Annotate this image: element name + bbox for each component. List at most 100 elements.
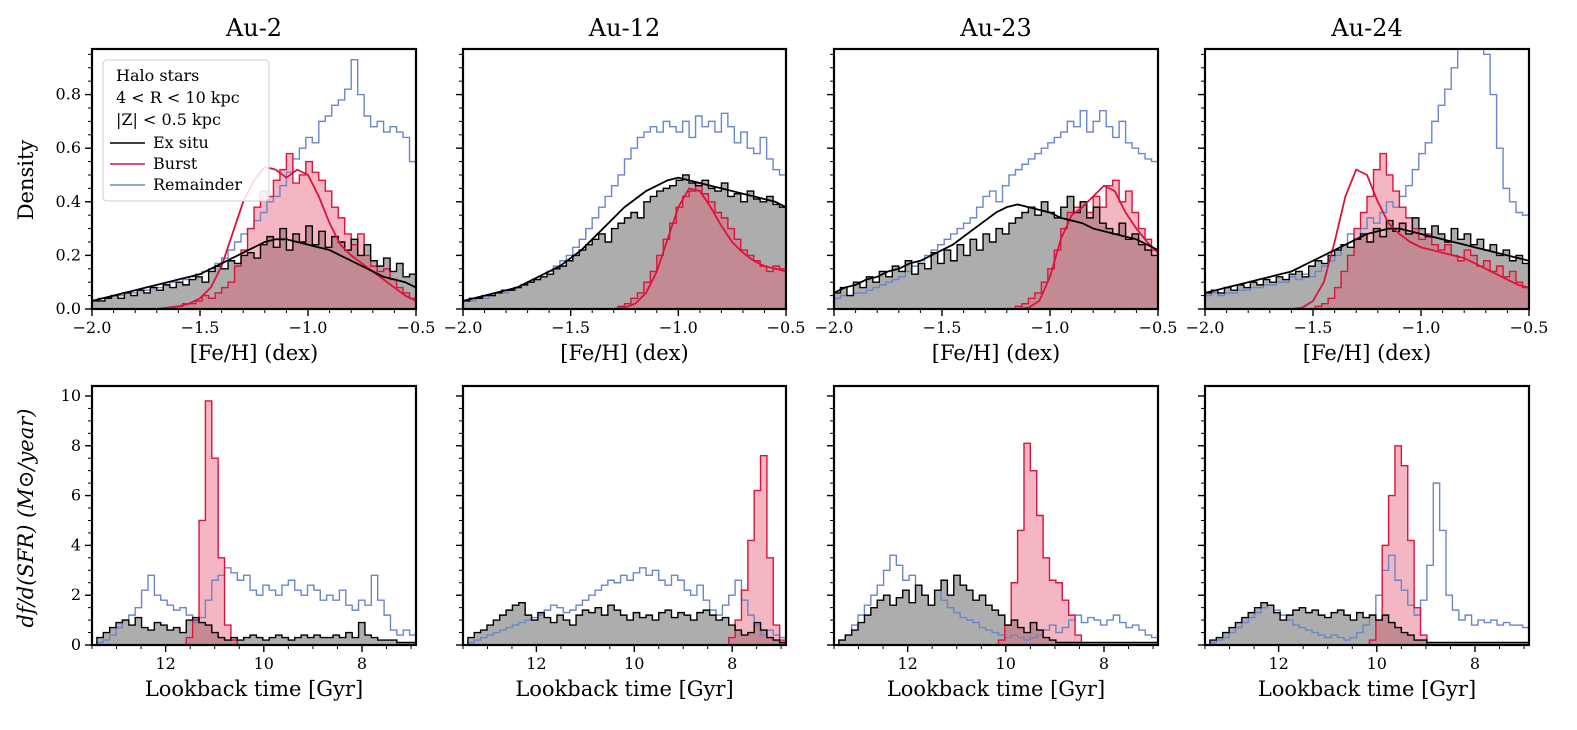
exsitu-bar xyxy=(592,239,600,309)
exsitu-bar xyxy=(351,239,359,245)
burst-bar xyxy=(1407,540,1415,636)
exsitu-bar xyxy=(1216,637,1224,645)
exsitu-bar xyxy=(163,284,171,309)
exsitu-bar xyxy=(740,201,748,251)
x-tick-label: −1.5 xyxy=(1294,318,1333,337)
panel-frame xyxy=(1203,384,1531,647)
exsitu-bar xyxy=(1324,617,1332,645)
overlap-bar xyxy=(663,239,671,309)
exsitu-bar xyxy=(262,640,270,645)
y-tick-label: 10 xyxy=(61,386,81,405)
exsitu-bar xyxy=(1254,607,1262,645)
exsitu-bar xyxy=(339,637,347,645)
exsitu-bar xyxy=(960,585,967,645)
exsitu-bar xyxy=(727,196,735,229)
panel-title: Au-2 xyxy=(225,14,282,42)
exsitu-bar xyxy=(556,615,564,645)
exsitu-bar xyxy=(1484,642,1492,645)
burst-bar xyxy=(1049,580,1057,641)
overlap-bar xyxy=(344,250,352,309)
burst-bar xyxy=(254,207,261,259)
exsitu-bar xyxy=(109,627,117,645)
exsitu-bar xyxy=(885,276,893,309)
exsitu-bar xyxy=(1509,642,1517,645)
exsitu-step-line xyxy=(1209,601,1529,645)
x-tick-label: −0.5 xyxy=(397,318,436,337)
exsitu-bar xyxy=(1439,642,1447,645)
legend-burst-label: Burst xyxy=(153,154,198,173)
exsitu-bar xyxy=(931,252,939,309)
overlap-bar xyxy=(279,228,287,309)
exsitu-bar xyxy=(677,612,685,645)
exsitu-bar xyxy=(760,201,768,267)
exsitu-bar xyxy=(950,260,958,309)
x-tick-label: −1.0 xyxy=(1031,318,1070,337)
exsitu-bar xyxy=(1217,292,1225,309)
panel-frame xyxy=(90,47,418,311)
panel-title: Au-24 xyxy=(1330,14,1402,42)
burst-bar xyxy=(1030,470,1038,623)
exsitu-bar xyxy=(537,612,545,645)
exsitu-bar xyxy=(1100,642,1108,645)
exsitu-bar xyxy=(307,637,315,645)
exsitu-bar xyxy=(1235,622,1243,645)
exsitu-bar xyxy=(527,282,535,309)
exsitu-bar xyxy=(1299,607,1307,645)
exsitu-step-line xyxy=(1205,217,1529,309)
exsitu-bar xyxy=(915,585,923,645)
exsitu-bar xyxy=(122,620,130,645)
panel-8: 12 10 8 Lookback time [Gyr] xyxy=(1198,384,1531,701)
exsitu-bar xyxy=(269,637,276,645)
overlap-bar xyxy=(1418,239,1426,309)
exsitu-bar xyxy=(1295,271,1303,309)
exsitu-bar xyxy=(753,199,761,261)
exsitu-bar xyxy=(921,595,929,645)
exsitu-bar xyxy=(889,605,897,645)
exsitu-step-line xyxy=(92,225,416,309)
burst-bar xyxy=(760,455,768,631)
exsitu-bar xyxy=(1241,617,1249,645)
burst-bar xyxy=(766,557,774,638)
exsitu-bar xyxy=(696,612,704,645)
panel-3: −2.0 −1.5 −1.0 −0.5 Au-23 [Fe/H] (dex) xyxy=(815,14,1178,365)
burst-bar xyxy=(1388,495,1396,623)
exsitu-bar xyxy=(1516,642,1524,645)
exsitu-bar xyxy=(521,284,528,309)
burst-kde-curve xyxy=(834,184,1158,309)
burst-bar xyxy=(754,490,761,623)
exsitu-bar xyxy=(858,622,865,645)
exsitu-step-line xyxy=(834,195,1158,309)
exsitu-bar xyxy=(540,276,548,309)
exsitu-bar xyxy=(618,223,625,307)
overlap-bar xyxy=(1086,217,1094,309)
exsitu-bar xyxy=(167,630,174,645)
legend-frame xyxy=(102,59,270,202)
exsitu-bar xyxy=(859,287,867,309)
exsitu-bar xyxy=(944,250,952,309)
overlap-bar xyxy=(1112,233,1120,309)
overlap-bar xyxy=(1392,231,1400,309)
exsitu-bar xyxy=(1243,287,1251,309)
exsitu-bar xyxy=(1496,255,1504,267)
exsitu-bar xyxy=(147,630,155,645)
panel-plot-area xyxy=(96,400,416,645)
exsitu-bar xyxy=(911,274,919,309)
exsitu-bar xyxy=(934,590,942,645)
exsitu-bar xyxy=(1237,284,1245,309)
exsitu-bar xyxy=(326,637,334,645)
overlap-bar xyxy=(1017,627,1025,645)
overlap-bar xyxy=(1119,223,1126,309)
exsitu-bar xyxy=(702,180,709,194)
burst-bar xyxy=(1011,582,1018,621)
exsitu-bar xyxy=(1230,290,1238,309)
exsitu-bar xyxy=(937,263,945,309)
burst-bar xyxy=(305,161,313,226)
overlap-bar xyxy=(1138,244,1146,309)
panel-frame xyxy=(832,384,1160,647)
overlap-bar xyxy=(1093,207,1101,309)
exsitu-bar xyxy=(1260,602,1268,645)
exsitu-bar xyxy=(690,620,698,645)
exsitu-bar xyxy=(189,279,197,304)
exsitu-bar xyxy=(708,188,716,202)
overlap-bar xyxy=(230,640,238,645)
